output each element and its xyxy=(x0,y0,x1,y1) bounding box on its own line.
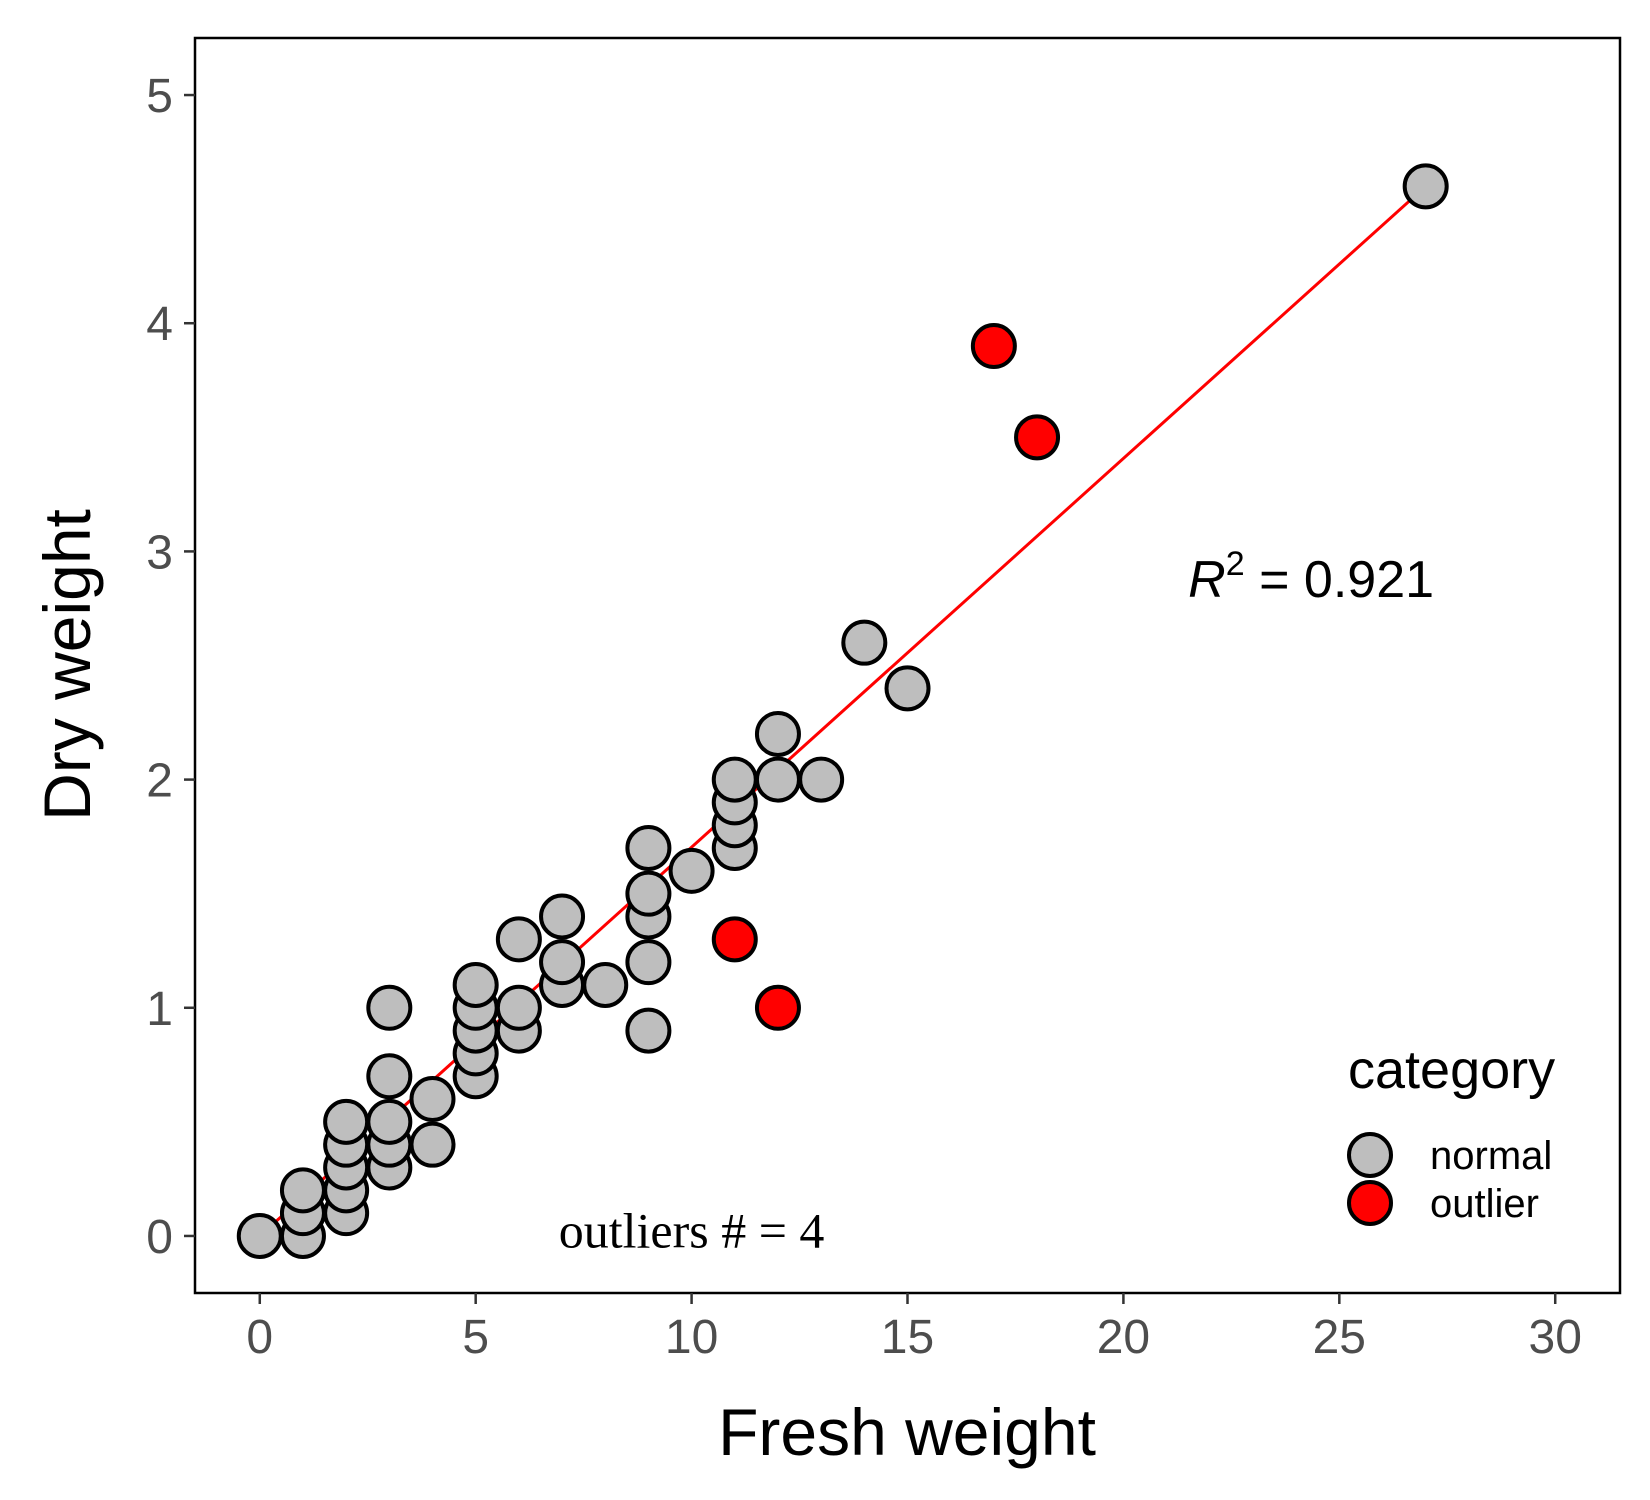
y-tick-label: 1 xyxy=(146,983,173,1036)
point-normal-39 xyxy=(754,710,801,757)
legend-label-normal: normal xyxy=(1430,1134,1552,1178)
y-tick-label: 5 xyxy=(146,70,173,123)
legend: category normal outlier xyxy=(1347,1040,1555,1226)
x-tick-label: 25 xyxy=(1313,1311,1366,1364)
y-tick-label: 3 xyxy=(146,526,173,579)
point-normal-28 xyxy=(625,1007,672,1054)
point-normal-15 xyxy=(409,1076,456,1123)
point-outlier-1 xyxy=(754,984,801,1031)
r2-symbol: R xyxy=(1188,551,1226,609)
x-axis: 0 5 10 15 20 25 30 xyxy=(246,1293,1582,1364)
x-tick-label: 10 xyxy=(665,1311,718,1364)
point-normal-40 xyxy=(798,756,845,803)
point-normal-33 xyxy=(668,847,715,894)
point-normal-14 xyxy=(409,1121,456,1168)
point-normal-22 xyxy=(495,984,542,1031)
point-normal-26 xyxy=(539,893,586,940)
legend-key-outlier xyxy=(1347,1180,1393,1226)
point-normal-20 xyxy=(452,961,499,1008)
point-normal-32 xyxy=(625,825,672,872)
point-normal-13 xyxy=(366,984,413,1031)
point-normal-29 xyxy=(625,939,672,986)
x-axis-title: Fresh weight xyxy=(718,1395,1096,1469)
point-normal-42 xyxy=(884,665,931,712)
point-normal-41 xyxy=(841,619,888,666)
legend-title: category xyxy=(1348,1040,1555,1100)
point-normal-31 xyxy=(625,870,672,917)
point-normal-37 xyxy=(711,756,758,803)
y-tick-label: 0 xyxy=(146,1211,173,1264)
point-outlier-2 xyxy=(970,323,1017,370)
point-normal-43 xyxy=(1402,163,1449,210)
x-tick-label: 0 xyxy=(246,1311,273,1364)
x-tick-label: 30 xyxy=(1529,1311,1582,1364)
point-normal-0 xyxy=(236,1212,283,1259)
y-axis-title: Dry weight xyxy=(30,509,104,821)
point-outlier-3 xyxy=(1014,414,1061,461)
r2-annotation: R2 = 0.921 xyxy=(1188,545,1434,609)
point-normal-8 xyxy=(323,1098,370,1145)
x-tick-label: 20 xyxy=(1097,1311,1150,1364)
point-normal-12 xyxy=(366,1053,413,1100)
point-normal-27 xyxy=(582,961,629,1008)
point-normal-23 xyxy=(495,916,542,963)
point-outlier-0 xyxy=(711,916,758,963)
outliers-count-annotation: outliers # = 4 xyxy=(559,1202,825,1258)
x-tick-label: 5 xyxy=(462,1311,489,1364)
r2-exponent: 2 xyxy=(1226,545,1245,583)
point-normal-38 xyxy=(754,756,801,803)
r2-value: = 0.921 xyxy=(1245,551,1434,609)
point-normal-25 xyxy=(539,939,586,986)
legend-key-normal xyxy=(1347,1132,1393,1178)
y-tick-label: 4 xyxy=(146,298,173,351)
data-points xyxy=(236,163,1449,1259)
point-normal-3 xyxy=(279,1167,326,1214)
x-tick-label: 15 xyxy=(881,1311,934,1364)
legend-label-outlier: outlier xyxy=(1430,1182,1539,1226)
point-normal-11 xyxy=(366,1098,413,1145)
y-tick-label: 2 xyxy=(146,755,173,808)
y-axis: 0 1 2 3 4 5 xyxy=(146,70,195,1264)
